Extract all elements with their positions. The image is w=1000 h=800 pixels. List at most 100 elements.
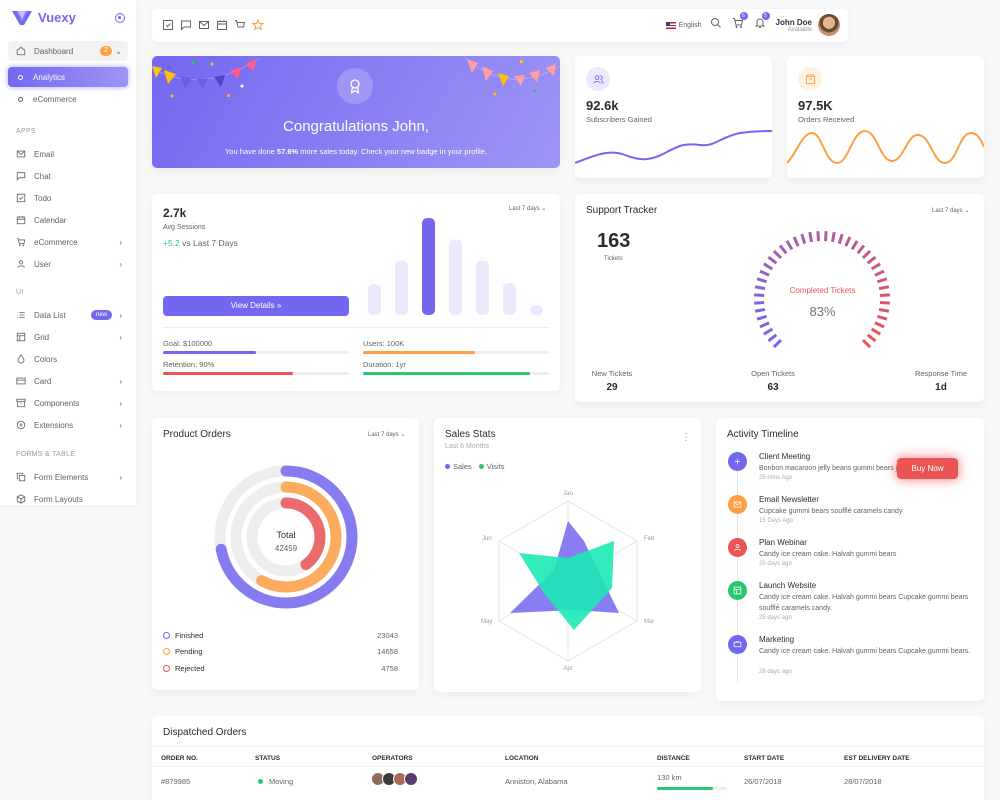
sidebar-item-form-layouts[interactable]: Form Layouts — [8, 489, 128, 509]
gauge-tick — [876, 314, 888, 321]
orders-period-dropdown[interactable]: Last 7 days ⌄ — [368, 432, 406, 438]
goal-progress — [163, 351, 349, 354]
sidebar-item-label: Calendar — [34, 215, 67, 225]
ring-rejected — [246, 497, 326, 577]
sidebar-item-grid[interactable]: Grid › — [8, 327, 128, 347]
new-badge: new — [90, 310, 112, 320]
sidebar-item-form-elements[interactable]: Form Elements › — [8, 467, 128, 487]
user-name: John Doe — [775, 17, 812, 27]
support-period-dropdown[interactable]: Last 7 days ⌄ — [932, 208, 970, 214]
us-flag-icon — [665, 21, 676, 29]
view-details-button[interactable]: View Details » — [163, 296, 349, 316]
goal-label: Goal: $100000 — [163, 339, 213, 348]
box-icon — [16, 494, 26, 504]
tickets-label: Tickets — [604, 256, 623, 262]
confetti-decoration-left — [152, 57, 261, 98]
sidebar-item-email[interactable]: Email — [8, 144, 128, 164]
session-bar — [395, 260, 408, 315]
notifications-button[interactable]: 5 — [754, 12, 770, 34]
avg-sessions-card: 2.7k Avg Sessions +5.2 vs Last 7 Days La… — [152, 194, 560, 391]
divider — [163, 327, 549, 328]
chat-icon[interactable] — [180, 19, 192, 31]
chevron-down-icon: ⌄ — [964, 208, 970, 214]
sessions-value: 2.7k — [163, 206, 187, 220]
column-header: ORDER NO. — [161, 755, 198, 762]
sidebar-item-extensions[interactable]: Extensions › — [8, 415, 128, 435]
sales-stats-card: Sales Stats Last 6 Months ⋮ Sales Visits… — [434, 418, 701, 692]
dispatched-orders-card: Dispatched Orders ORDER NO. STATUS OPERA… — [152, 716, 984, 800]
sidebar-toggle-icon[interactable] — [115, 13, 125, 23]
sidebar-item-label: Dashboard — [34, 46, 74, 56]
nav-header-forms: FORMS & TABLE — [16, 451, 76, 458]
mail-icon — [16, 150, 26, 158]
gauge-tick — [767, 255, 778, 265]
sidebar-item-ecommerce[interactable]: eCommerce › — [8, 232, 128, 252]
sessions-period-dropdown[interactable]: Last 7 days ⌄ — [509, 206, 547, 212]
user-info[interactable]: John Doe Available — [776, 18, 812, 33]
gauge-tick — [856, 244, 866, 255]
gauge-tick — [763, 327, 774, 336]
gauge-tick — [759, 269, 770, 277]
gauge-tick — [754, 301, 765, 305]
plus-icon — [728, 452, 747, 471]
mail-icon[interactable] — [198, 19, 210, 31]
gauge-percent: 83% — [809, 304, 836, 319]
gauge-tick — [756, 314, 768, 321]
nav-header-ui: UI — [16, 289, 24, 296]
cart-icon[interactable] — [234, 19, 246, 31]
nav-header-apps: APPS — [16, 128, 36, 135]
sidebar-item-components[interactable]: Components › — [8, 393, 128, 413]
more-vertical-icon[interactable]: ⋮ — [681, 432, 691, 443]
sidebar-item-analytics[interactable]: Analytics — [8, 67, 128, 87]
session-bar — [476, 260, 489, 315]
chevron-right-icon: › — [119, 398, 122, 408]
sidebar-item-chat[interactable]: Chat — [8, 166, 128, 186]
check-square-icon[interactable] — [162, 19, 174, 31]
congratulations-subtitle: You have done 57.6% more sales today. Ch… — [225, 147, 487, 156]
order-status: Moving — [258, 777, 293, 786]
dashboard-badge: 2 — [100, 46, 112, 56]
star-icon[interactable] — [252, 19, 264, 31]
sidebar-item-dashboard[interactable]: Dashboard 2 ⌄ — [8, 41, 128, 61]
congratulations-card: Congratulations John, You have done 57.6… — [152, 56, 560, 168]
award-icon — [350, 79, 360, 94]
list-icon — [17, 312, 25, 318]
sidebar-item-data-list[interactable]: Data List new › — [8, 305, 128, 325]
cart-count-badge: 6 — [739, 12, 748, 20]
circle-icon — [18, 74, 23, 80]
search-button[interactable] — [710, 16, 722, 34]
sales-stats-radar-chart: Jan Feb Mar Apr May Jun — [481, 491, 655, 672]
gauge-tick — [754, 307, 766, 313]
sidebar-item-todo[interactable]: Todo — [8, 188, 128, 208]
subscribers-value: 92.6k — [586, 98, 619, 113]
monitor-icon — [728, 635, 747, 654]
support-tracker-title: Support Tracker — [586, 205, 658, 216]
brand-name: Vuexy — [38, 10, 76, 25]
language-dropdown[interactable]: English — [678, 21, 702, 29]
sidebar-item-user[interactable]: User › — [8, 254, 128, 274]
cart-button[interactable]: 6 — [732, 12, 748, 34]
gauge-tick — [870, 327, 881, 336]
legend-finished: Finished 23043 — [163, 631, 398, 640]
sidebar-item-label: Todo — [34, 193, 52, 203]
sidebar-item-colors[interactable]: Colors — [8, 349, 128, 369]
chat-icon — [16, 172, 26, 181]
sidebar-item-label: Form Layouts — [34, 494, 83, 504]
avatar[interactable] — [818, 14, 840, 36]
sidebar-item-calendar[interactable]: Calendar — [8, 210, 128, 230]
users-progress — [363, 351, 549, 354]
total-value: 42459 — [274, 544, 298, 553]
ring-pending — [230, 481, 342, 593]
brand[interactable]: Vuexy — [12, 10, 76, 25]
legend-rejected: Rejected 4758 — [163, 664, 398, 673]
buy-now-button[interactable]: Buy Now — [897, 458, 958, 479]
gauge-tick — [824, 231, 828, 242]
sidebar: Vuexy Dashboard 2 ⌄ Analytics eCommerce … — [0, 0, 136, 505]
chevron-down-icon: ⌄ — [541, 206, 547, 212]
calendar-icon[interactable] — [216, 19, 228, 31]
radar-axis-jun: Jun — [482, 536, 492, 542]
gauge-tick — [879, 293, 890, 297]
orders-card: 97.5K Orders Received — [787, 56, 984, 178]
sidebar-item-card[interactable]: Card › — [8, 371, 128, 391]
sidebar-item-ecommerce-dashboard[interactable]: eCommerce — [8, 89, 128, 109]
